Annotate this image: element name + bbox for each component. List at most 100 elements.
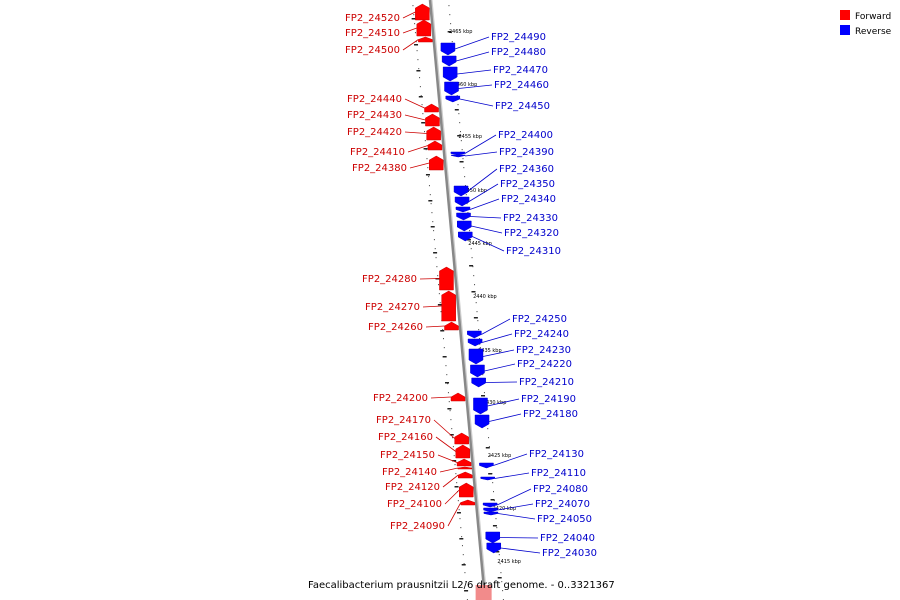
reverse-gene-arrow[interactable]	[457, 220, 472, 232]
reverse-gene-arrow[interactable]	[441, 55, 457, 67]
forward-gene-arrow[interactable]	[458, 471, 473, 479]
forward-gene-label[interactable]: FP2_24260	[368, 322, 423, 333]
guide-dot	[460, 140, 462, 142]
reverse-gene-label[interactable]: FP2_24210	[519, 377, 574, 388]
forward-gene-arrow[interactable]	[457, 466, 473, 470]
forward-gene-label[interactable]: FP2_24510	[345, 28, 400, 39]
reverse-gene-arrow[interactable]	[454, 196, 470, 207]
reverse-gene-label[interactable]: FP2_24460	[494, 80, 549, 91]
reverse-gene-arrow[interactable]	[485, 531, 501, 544]
tick-label: 2465 kbp	[449, 29, 473, 35]
forward-gene-label[interactable]: FP2_24440	[347, 94, 402, 105]
forward-gene-arrow[interactable]	[418, 36, 433, 43]
forward-gene-label[interactable]: FP2_24200	[373, 393, 428, 404]
forward-gene-arrow[interactable]	[427, 140, 443, 151]
reverse-gene-arrow[interactable]	[444, 81, 459, 96]
forward-gene-label[interactable]: FP2_24090	[390, 521, 445, 532]
reverse-gene-label[interactable]: FP2_24330	[503, 213, 558, 224]
reverse-gene-arrow[interactable]	[486, 542, 502, 554]
forward-gene-arrow[interactable]	[456, 458, 472, 467]
reverse-gene-leader	[485, 381, 518, 383]
reverse-gene-arrow[interactable]	[470, 364, 485, 378]
reverse-gene-label[interactable]: FP2_24110	[531, 468, 586, 479]
guide-dot	[461, 536, 463, 538]
forward-gene-arrow[interactable]	[455, 444, 471, 459]
reverse-gene-arrow[interactable]	[482, 502, 498, 508]
reverse-gene-arrow[interactable]	[458, 231, 473, 242]
reverse-gene-label[interactable]: FP2_24220	[517, 359, 572, 370]
reverse-gene-label[interactable]: FP2_24230	[516, 345, 571, 356]
forward-gene-arrow[interactable]	[460, 499, 476, 506]
reverse-gene-label[interactable]: FP2_24040	[540, 533, 595, 544]
reverse-gene-arrow[interactable]	[450, 154, 466, 158]
forward-gene-arrow[interactable]	[415, 3, 430, 21]
forward-gene-arrow[interactable]	[425, 113, 440, 127]
forward-gene-label[interactable]: FP2_24270	[365, 302, 420, 313]
reverse-gene-label[interactable]: FP2_24310	[506, 246, 561, 257]
forward-gene-arrow[interactable]	[459, 482, 474, 498]
reverse-gene-arrow[interactable]	[471, 377, 486, 388]
forward-gene-label[interactable]: FP2_24500	[345, 45, 400, 56]
reverse-gene-label[interactable]: FP2_24320	[504, 228, 559, 239]
forward-gene-label[interactable]: FP2_24430	[347, 110, 402, 121]
reverse-gene-arrow[interactable]	[456, 212, 471, 221]
reverse-gene-arrow[interactable]	[442, 66, 458, 82]
reverse-gene-arrow[interactable]	[480, 476, 495, 481]
reverse-gene-label[interactable]: FP2_24350	[500, 179, 555, 190]
forward-gene-leader	[435, 436, 457, 452]
reverse-gene-label[interactable]: FP2_24030	[542, 548, 597, 559]
forward-gene-arrow[interactable]	[416, 19, 432, 37]
forward-gene-label[interactable]: FP2_24170	[376, 415, 431, 426]
reverse-gene-arrow[interactable]	[483, 511, 499, 516]
reverse-gene-label[interactable]: FP2_24050	[537, 514, 592, 525]
reverse-gene-arrow[interactable]	[445, 95, 461, 103]
reverse-gene-label[interactable]: FP2_24450	[495, 101, 550, 112]
reverse-gene-arrow[interactable]	[455, 206, 471, 213]
reverse-gene-arrow[interactable]	[467, 338, 483, 347]
scale-dash	[421, 122, 426, 124]
reverse-gene-label[interactable]: FP2_24080	[533, 484, 588, 495]
forward-gene-label[interactable]: FP2_24150	[380, 450, 435, 461]
forward-gene-label[interactable]: FP2_24280	[362, 274, 417, 285]
forward-gene-label[interactable]: FP2_24380	[352, 163, 407, 174]
reverse-gene-arrow[interactable]	[467, 330, 482, 339]
reverse-gene-label[interactable]: FP2_24490	[491, 32, 546, 43]
reverse-gene-label[interactable]: FP2_24470	[493, 65, 548, 76]
reverse-gene-label[interactable]: FP2_24130	[529, 449, 584, 460]
reverse-gene-label[interactable]: FP2_24190	[521, 394, 576, 405]
reverse-gene-arrow[interactable]	[468, 348, 484, 365]
reverse-gene-label[interactable]: FP2_24240	[514, 329, 569, 340]
forward-gene-arrow[interactable]	[444, 321, 459, 331]
forward-gene-label[interactable]: FP2_24410	[350, 147, 405, 158]
forward-gene-label[interactable]: FP2_24520	[345, 13, 400, 24]
reverse-gene-label[interactable]: FP2_24390	[499, 147, 554, 158]
forward-gene-label[interactable]: FP2_24100	[387, 499, 442, 510]
reverse-gene-label[interactable]: FP2_24070	[535, 499, 590, 510]
forward-gene-arrow[interactable]	[426, 126, 441, 141]
reverse-gene-arrow[interactable]	[440, 42, 456, 56]
reverse-gene-arrow[interactable]	[483, 507, 498, 513]
guide-dot	[450, 23, 452, 25]
reverse-gene-arrow[interactable]	[450, 151, 466, 156]
forward-gene-arrow[interactable]	[429, 155, 444, 171]
reverse-gene-label[interactable]: FP2_24400	[498, 130, 553, 141]
forward-gene-arrow[interactable]	[450, 392, 466, 402]
forward-gene-label[interactable]: FP2_24160	[378, 432, 433, 443]
forward-gene-label[interactable]: FP2_24120	[385, 482, 440, 493]
reverse-gene-label[interactable]: FP2_24250	[512, 314, 567, 325]
reverse-gene-label[interactable]: FP2_24480	[491, 47, 546, 58]
reverse-gene-arrow[interactable]	[473, 397, 488, 415]
reverse-gene-label[interactable]: FP2_24340	[501, 194, 556, 205]
forward-gene-arrow[interactable]	[439, 266, 454, 291]
reverse-gene-leader	[497, 513, 536, 520]
reverse-gene-arrow[interactable]	[453, 185, 469, 197]
forward-gene-arrow[interactable]	[454, 432, 469, 445]
reverse-gene-arrow[interactable]	[474, 414, 490, 429]
forward-gene-arrow[interactable]	[441, 290, 456, 322]
reverse-gene-arrow[interactable]	[479, 462, 494, 469]
forward-gene-arrow[interactable]	[424, 103, 439, 113]
forward-gene-label[interactable]: FP2_24140	[382, 467, 437, 478]
reverse-gene-label[interactable]: FP2_24360	[499, 164, 554, 175]
reverse-gene-label[interactable]: FP2_24180	[523, 409, 578, 420]
forward-gene-label[interactable]: FP2_24420	[347, 127, 402, 138]
